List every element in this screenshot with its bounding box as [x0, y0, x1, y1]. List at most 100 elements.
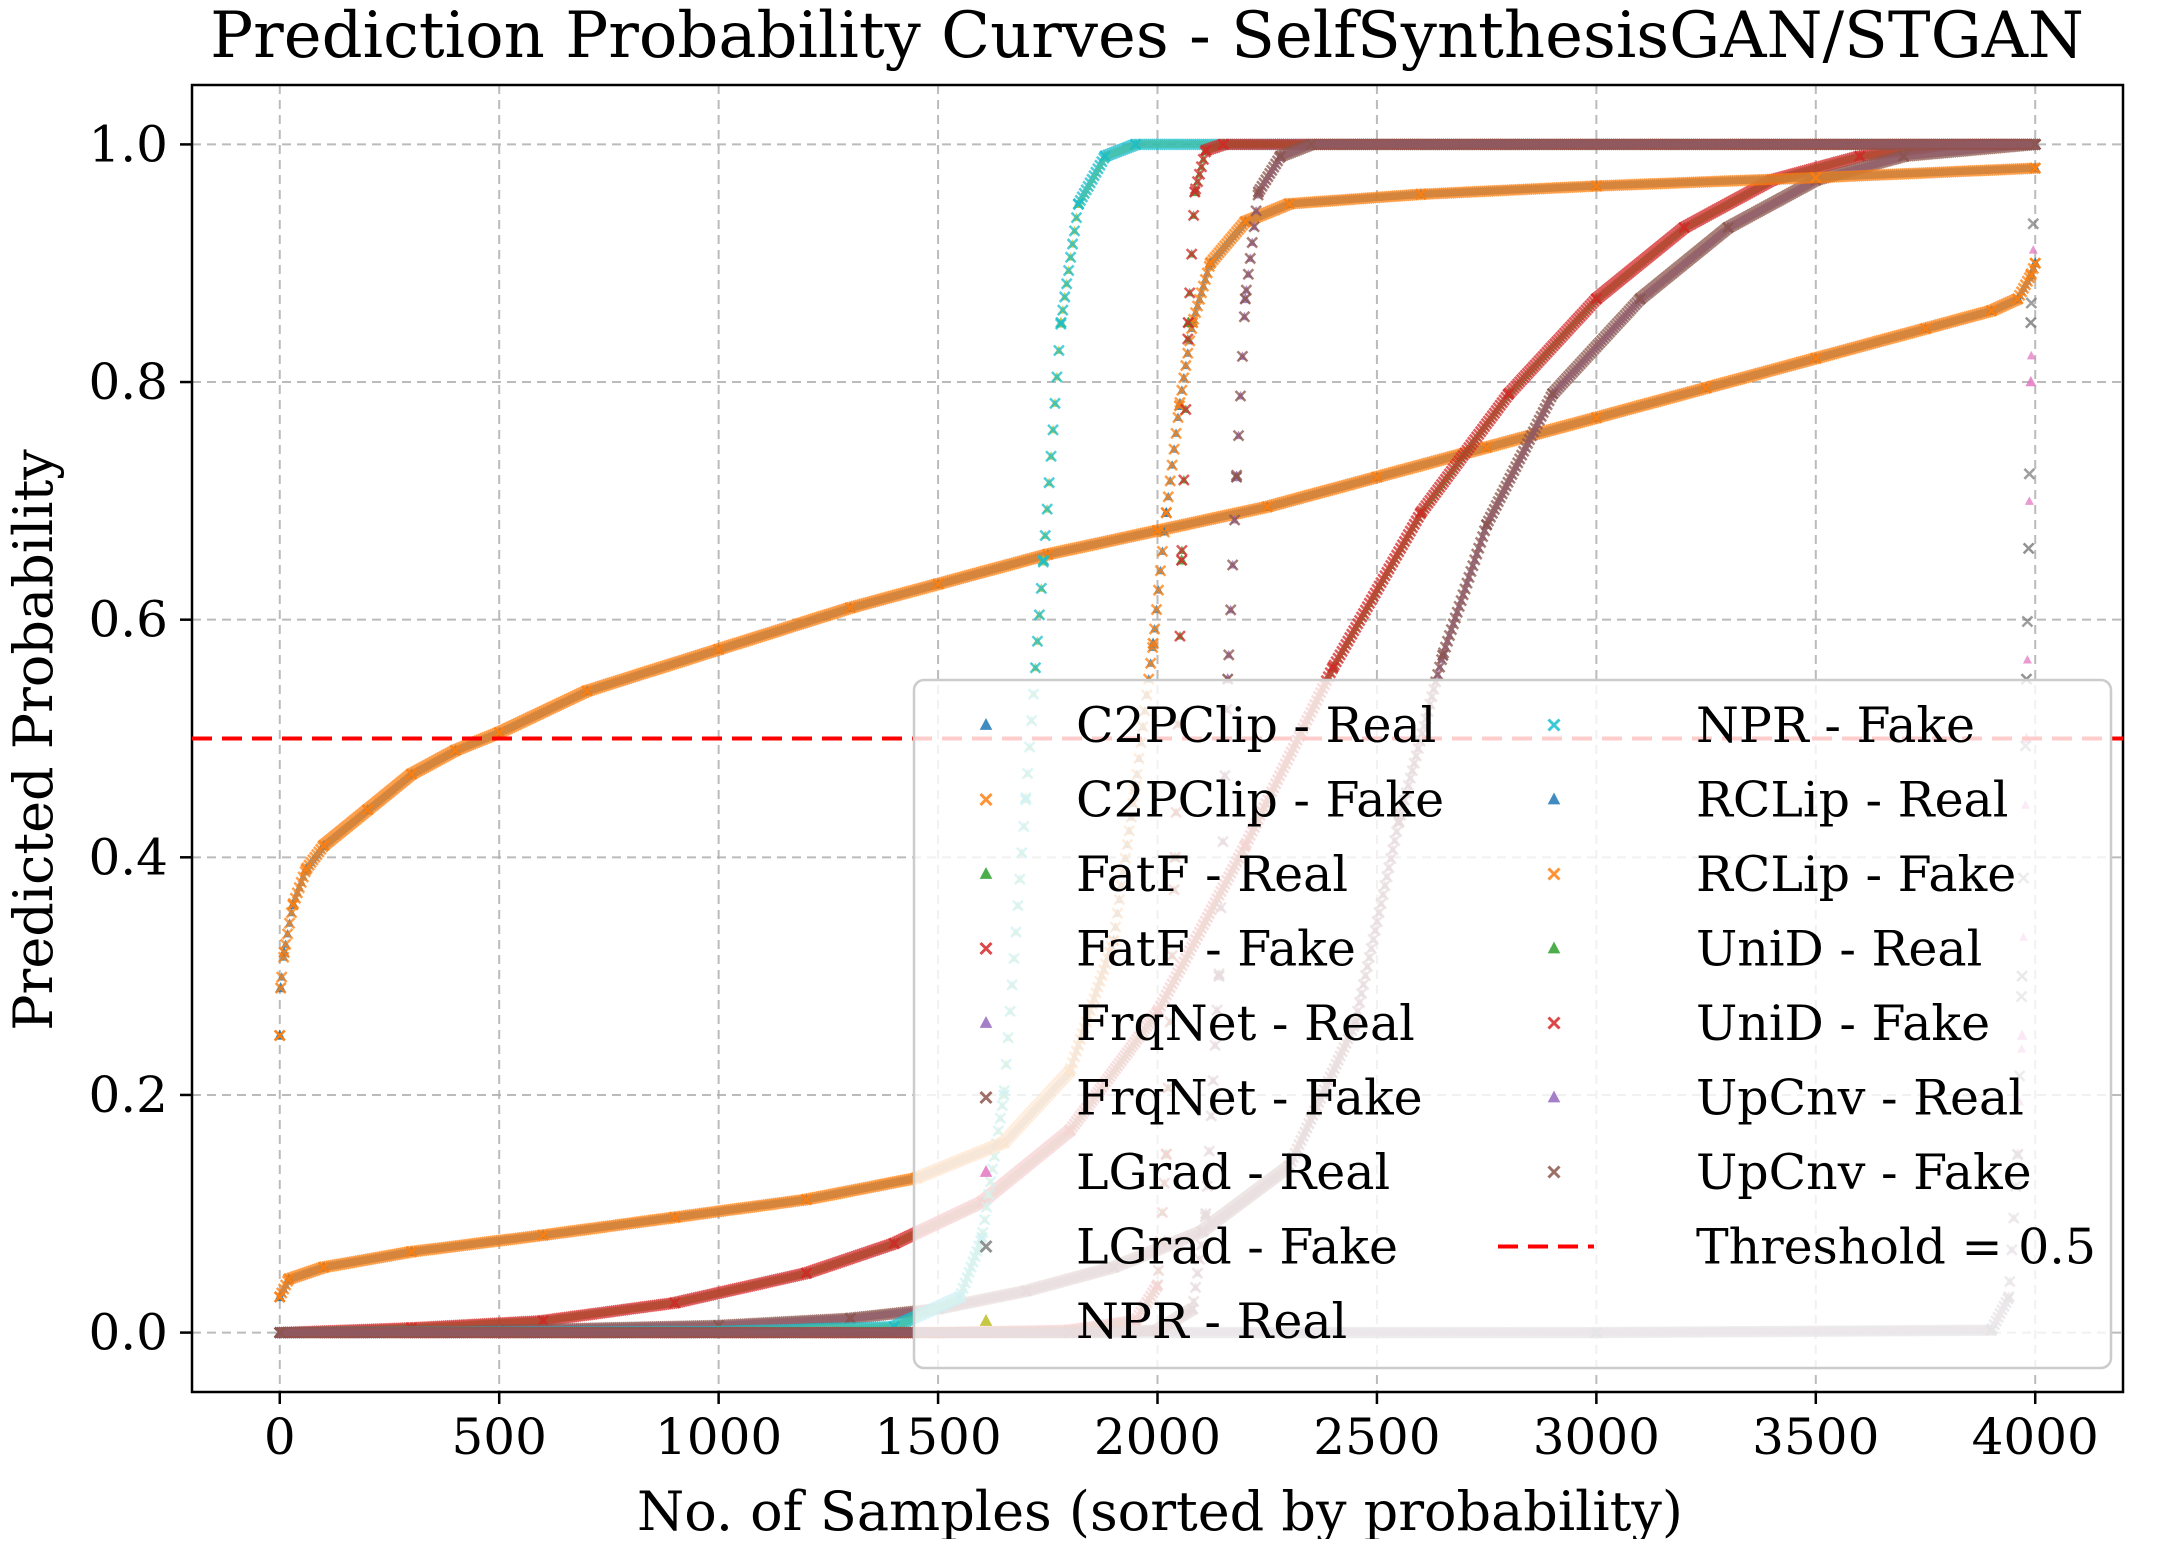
data-point: [1590, 411, 1603, 424]
data-point: [888, 1237, 901, 1250]
legend-label: NPR - Fake: [1696, 697, 1975, 754]
data-point: [1414, 506, 1427, 519]
legend-item: C2PClip - Real: [979, 697, 1436, 754]
data-point: [1809, 352, 1822, 365]
data-point: [1239, 292, 1252, 305]
y-tick-label: 0.4: [88, 828, 168, 886]
data-point: [932, 578, 944, 590]
data-point: [1072, 197, 1085, 210]
data-point: [1722, 221, 1734, 234]
data-point: [581, 685, 593, 697]
legend-item: LGrad - Real: [979, 1144, 1390, 1201]
legend-triangle-marker: [1547, 792, 1561, 805]
data-point: [273, 1326, 286, 1339]
data-point: [278, 946, 291, 959]
x-tick-label: 2000: [1094, 1408, 1221, 1466]
legend-x-marker: [979, 941, 993, 956]
legend-label: Threshold = 0.5: [1696, 1219, 2096, 1276]
data-point: [1175, 554, 1188, 567]
data-point: [273, 1291, 286, 1303]
legend-item: FrqNet - Fake: [979, 1070, 1423, 1127]
legend-label: LGrad - Real: [1076, 1144, 1390, 1201]
data-point: [1217, 138, 1230, 151]
legend-item: NPR - Fake: [1547, 697, 1975, 754]
data-point: [1371, 471, 1383, 483]
legend-label: C2PClip - Fake: [1076, 772, 1444, 829]
data-point: [405, 768, 418, 781]
y-tick-label: 0.0: [88, 1304, 168, 1362]
y-tick-label: 0.8: [88, 353, 168, 411]
legend-item: UniD - Real: [1547, 921, 1982, 978]
legend-item: C2PClip - Fake: [979, 772, 1444, 829]
legend-x-marker: [1547, 1165, 1561, 1179]
data-point: [1160, 506, 1173, 519]
data-point: [361, 803, 374, 816]
data-point: [844, 601, 857, 614]
chart-title: Prediction Probability Curves - SelfSynt…: [210, 0, 2084, 73]
data-point: [2024, 269, 2037, 281]
legend-label: RCLip - Real: [1696, 772, 2008, 829]
x-tick-label: 3500: [1752, 1408, 1879, 1466]
data-point: [1129, 138, 1142, 151]
data-point: [800, 1193, 813, 1206]
data-point: [1678, 221, 1691, 234]
legend-item: UniD - Fake: [1547, 995, 1990, 1052]
data-point: [1436, 649, 1449, 662]
data-point: [1327, 661, 1339, 674]
data-point: [1480, 441, 1493, 454]
legend-x-marker: [979, 1090, 993, 1105]
data-point: [1546, 388, 1559, 400]
data-point: [1700, 382, 1712, 394]
legend-item: RCLip - Real: [1547, 772, 2008, 829]
legend-x-marker: [1547, 867, 1561, 881]
data-point: [317, 1261, 330, 1274]
data-point: [668, 1297, 681, 1309]
legend-triangle-marker: [979, 867, 993, 879]
data-point: [449, 744, 462, 757]
data-point: [2029, 162, 2042, 175]
data-point: [1305, 138, 1317, 151]
data-point: [1239, 215, 1252, 228]
data-point: [273, 1029, 286, 1042]
data-point: [844, 1312, 857, 1325]
x-tick-label: 1000: [655, 1408, 782, 1466]
data-point: [1853, 150, 1866, 163]
legend-x-marker: [979, 792, 993, 807]
data-point: [1274, 150, 1287, 163]
x-axis-label: No. of Samples (sorted by probability): [637, 1480, 1683, 1539]
x-tick-label: 500: [451, 1408, 546, 1466]
data-point: [274, 982, 287, 994]
legend-x-marker: [979, 1239, 993, 1254]
data-point: [1919, 322, 1932, 335]
data-point: [1590, 292, 1603, 305]
legend-label: UniD - Fake: [1696, 995, 1990, 1052]
data-point: [1985, 304, 1998, 317]
series-c2pclip-fake: [273, 257, 2042, 1042]
data-point: [1199, 144, 1212, 157]
data-point: [1261, 500, 1274, 513]
x-tick-label: 0: [264, 1408, 296, 1466]
legend-label: NPR - Real: [1076, 1293, 1347, 1350]
legend-item: FatF - Real: [979, 846, 1348, 903]
data-point: [493, 726, 506, 739]
legend-item: UpCnv - Fake: [1547, 1144, 2032, 1201]
data-point: [1182, 316, 1195, 329]
x-tick-label: 1500: [874, 1408, 1001, 1466]
legend-item: Threshold = 0.5: [1498, 1219, 2096, 1276]
legend-label: FrqNet - Fake: [1076, 1070, 1423, 1127]
data-point: [1147, 637, 1159, 650]
data-point: [1055, 316, 1067, 329]
legend-label: FatF - Real: [1076, 846, 1348, 903]
data-point: [1230, 471, 1243, 483]
y-tick-label: 0.2: [88, 1066, 168, 1124]
data-point: [1098, 150, 1111, 163]
data-point: [2024, 316, 2037, 329]
legend-item: FatF - Fake: [979, 921, 1356, 978]
legend-label: LGrad - Fake: [1076, 1219, 1398, 1276]
data-point: [317, 839, 330, 852]
x-tick-label: 3000: [1533, 1408, 1660, 1466]
legend-label: UpCnv - Real: [1696, 1070, 2024, 1127]
data-point: [1283, 197, 1296, 210]
